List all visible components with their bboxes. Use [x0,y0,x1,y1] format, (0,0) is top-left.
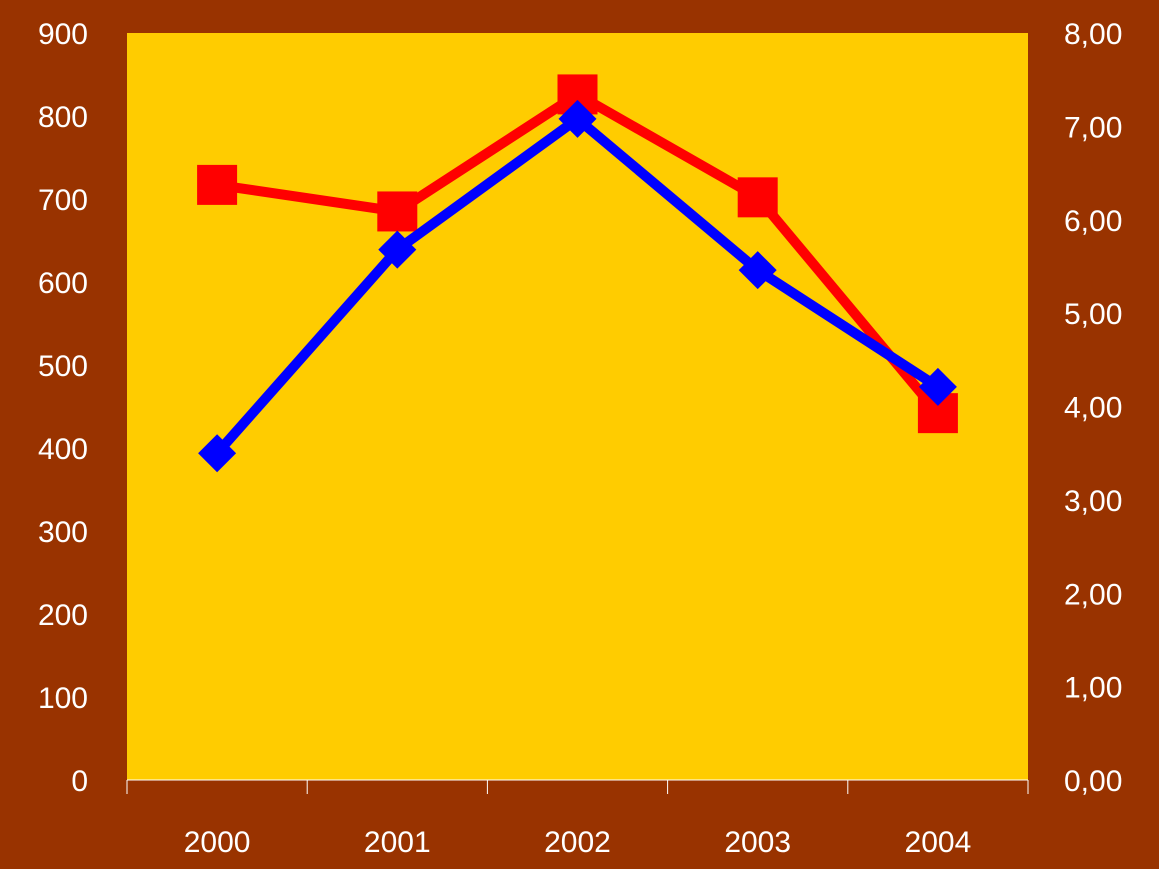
data-point-diamond [198,434,237,473]
x-axis: 2000 2001 2002 2003 2004 [126,779,1029,859]
y-left-tick-label: 0 [71,765,88,798]
series-layer [197,74,958,473]
y-axis-left: 0 100 200 300 400 500 600 700 800 900 [38,18,88,798]
x-tick-label: 2001 [364,826,431,859]
y-right-tick-label: 1,00 [1064,672,1122,705]
y-left-tick-label: 300 [38,516,88,549]
y-left-tick-label: 500 [38,350,88,383]
y-left-tick-label: 900 [38,18,88,51]
y-left-tick-label: 800 [38,101,88,134]
data-point-square [737,177,778,218]
data-point-diamond [558,99,597,138]
y-right-tick-label: 5,00 [1064,298,1122,331]
data-point-square [377,191,418,232]
data-point-square [197,164,238,205]
x-tick-label: 2003 [724,826,791,859]
x-tick-label: 2004 [905,826,972,859]
data-point-diamond [378,230,417,269]
y-left-tick-label: 400 [38,433,88,466]
y-right-tick-label: 3,00 [1064,485,1122,518]
x-tick-label: 2000 [184,826,251,859]
y-axis-right: 0,00 1,00 2,00 3,00 4,00 5,00 6,00 7,00 8,00 [1064,18,1122,798]
y-left-tick-label: 100 [38,682,88,715]
y-right-tick-label: 6,00 [1064,205,1122,238]
x-tick-label: 2002 [544,826,611,859]
y-right-tick-label: 8,00 [1064,18,1122,51]
data-point-diamond [738,251,777,290]
y-right-tick-label: 0,00 [1064,765,1122,798]
data-point-diamond [918,367,957,406]
y-right-tick-label: 7,00 [1064,111,1122,144]
y-left-tick-label: 200 [38,599,88,632]
y-right-tick-label: 4,00 [1064,392,1122,425]
y-left-tick-label: 600 [38,267,88,300]
y-right-tick-label: 2,00 [1064,578,1122,611]
y-left-tick-label: 700 [38,184,88,217]
plot-area [127,33,1028,780]
